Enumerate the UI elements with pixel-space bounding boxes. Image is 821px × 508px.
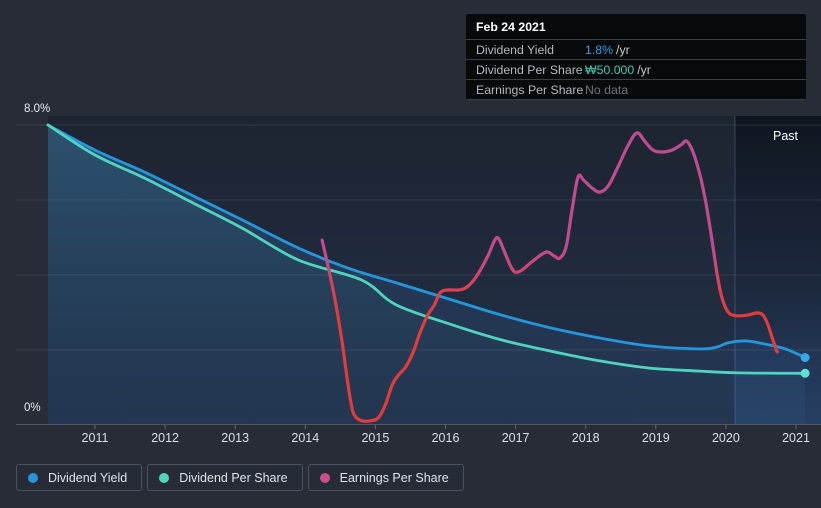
past-region (735, 116, 821, 424)
legend-chip-earnings-per-share[interactable]: Earnings Per Share (307, 464, 464, 491)
tooltip-row: Earnings Per Share No data (466, 79, 806, 100)
legend-chip-dividend-per-share[interactable]: Dividend Per Share (147, 464, 303, 491)
tooltip-row-unit: /yr (637, 63, 651, 77)
tooltip-row-label: Dividend Per Share (476, 63, 583, 77)
series-end-dot (800, 353, 810, 362)
x-axis-label: 2018 (571, 431, 600, 445)
x-axis-label: 2015 (361, 431, 390, 445)
legend-label: Dividend Per Share (179, 470, 288, 485)
x-axis-label: 2014 (291, 431, 320, 445)
x-axis-label: 2013 (221, 431, 250, 445)
dividend-yield-line (46, 123, 807, 359)
x-axis-label: 2019 (641, 431, 670, 445)
tooltip-row-value: 1.8% (585, 43, 614, 57)
x-axis-label: 2011 (81, 431, 109, 445)
x-axis-label: 2020 (711, 431, 740, 445)
legend-chip-dividend-yield[interactable]: Dividend Yield (16, 464, 143, 491)
legend-dot-icon (28, 472, 38, 483)
tooltip-row-value: No data (585, 83, 629, 97)
x-axis-label: 2012 (151, 431, 179, 445)
legend-label: Dividend Yield (48, 470, 128, 485)
legend-dot-icon (159, 472, 170, 483)
y-axis-label-top: 8.0% (24, 103, 51, 115)
chart-tooltip: Feb 24 2021 Dividend Yield 1.8%/yr Dividen… (466, 14, 806, 100)
earnings-per-share-line (320, 131, 779, 423)
x-axis-label: 2021 (782, 431, 810, 445)
x-axis-label: 2016 (431, 431, 460, 445)
legend-label: Earnings Per Share (339, 470, 449, 485)
chart-legend: Dividend Yield Dividend Per Share Earnings… (16, 464, 464, 491)
tooltip-row-unit: /yr (616, 43, 630, 57)
tooltip-row: Dividend Per Share ₩50.000/yr (466, 59, 806, 79)
tooltip-row-label: Dividend Yield (476, 43, 554, 57)
x-axis-label: 2017 (501, 431, 530, 445)
legend-dot-icon (319, 472, 330, 483)
dividend-per-share-area (48, 125, 806, 424)
series-end-dot (800, 368, 810, 378)
tooltip-row-value: ₩50.000 (585, 63, 635, 77)
tooltip-row: Dividend Yield 1.8%/yr (466, 39, 806, 59)
y-axis-label-bottom: 0% (24, 402, 41, 414)
past-region-label: Past (772, 129, 798, 143)
dividend-per-share-line (46, 123, 807, 375)
tooltip-row-label: Earnings Per Share (476, 83, 584, 97)
tooltip-date: Feb 24 2021 (476, 20, 546, 34)
